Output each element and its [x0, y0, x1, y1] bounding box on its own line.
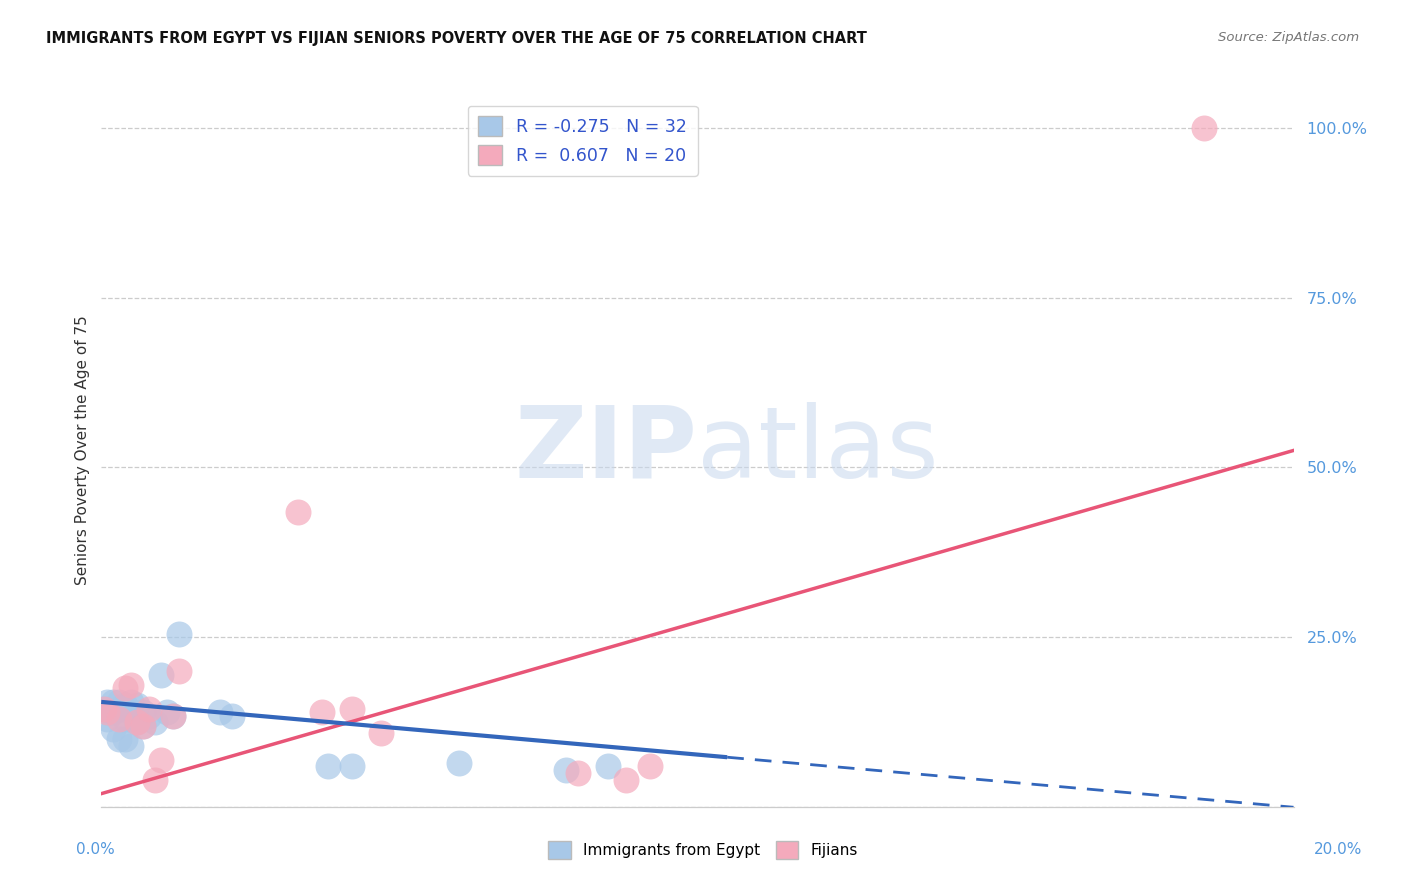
Point [340, 759, 363, 773]
Text: Source: ZipAtlas.com: Source: ZipAtlas.com [1219, 31, 1360, 45]
Point [447, 756, 470, 770]
Point [96, 695, 118, 709]
Point [125, 715, 148, 730]
Point [96, 712, 118, 726]
Legend: R = -0.275   N = 32, R =  0.607   N = 20: R = -0.275 N = 32, R = 0.607 N = 20 [468, 106, 697, 176]
Point [167, 627, 190, 641]
Point [316, 759, 339, 773]
Point [120, 678, 142, 692]
Point [132, 719, 155, 733]
Text: 0.0%: 0.0% [76, 842, 115, 856]
Point [149, 667, 172, 681]
Point [221, 708, 243, 723]
Point [101, 695, 124, 709]
Point [143, 715, 166, 730]
Point [596, 759, 619, 773]
Point [114, 732, 136, 747]
Point [96, 705, 118, 719]
Point [120, 705, 142, 719]
Point [125, 715, 148, 730]
Point [93, 702, 115, 716]
Point [114, 712, 136, 726]
Y-axis label: Seniors Poverty Over the Age of 75: Seniors Poverty Over the Age of 75 [75, 316, 90, 585]
Point [209, 705, 232, 719]
Point [114, 681, 136, 696]
Point [614, 773, 637, 788]
Point [125, 698, 148, 713]
Legend: Immigrants from Egypt, Fijians: Immigrants from Egypt, Fijians [541, 835, 865, 864]
Point [167, 665, 190, 679]
Point [132, 705, 155, 719]
Point [555, 763, 578, 777]
Point [108, 695, 131, 709]
Text: 20.0%: 20.0% [1315, 842, 1362, 856]
Point [311, 705, 333, 719]
Point [287, 505, 309, 519]
Point [143, 773, 166, 788]
Point [114, 698, 136, 713]
Point [108, 712, 131, 726]
Text: IMMIGRANTS FROM EGYPT VS FIJIAN SENIORS POVERTY OVER THE AGE OF 75 CORRELATION C: IMMIGRANTS FROM EGYPT VS FIJIAN SENIORS … [46, 31, 868, 46]
Text: ZIP: ZIP [515, 402, 697, 499]
Point [162, 708, 184, 723]
Point [149, 753, 172, 767]
Point [120, 695, 142, 709]
Point [638, 759, 661, 773]
Text: atlas: atlas [697, 402, 939, 499]
Point [132, 719, 155, 733]
Point [101, 722, 124, 736]
Point [108, 732, 131, 747]
Point [162, 708, 184, 723]
Point [567, 766, 589, 780]
Point [108, 702, 131, 716]
Point [101, 705, 124, 719]
Point [120, 739, 142, 753]
Point [370, 725, 392, 739]
Point [1192, 120, 1215, 135]
Point [156, 705, 179, 719]
Point [138, 708, 160, 723]
Point [93, 702, 115, 716]
Point [138, 702, 160, 716]
Point [340, 702, 363, 716]
